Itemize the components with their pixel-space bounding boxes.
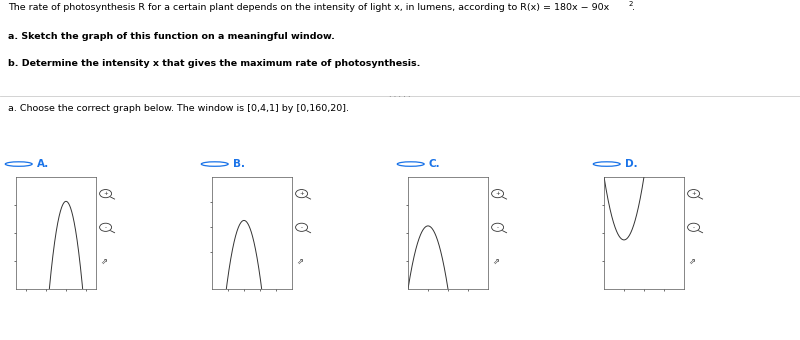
Text: -: - bbox=[301, 225, 302, 230]
Text: b. Determine the intensity x that gives the maximum rate of photosynthesis.: b. Determine the intensity x that gives … bbox=[8, 59, 420, 68]
Text: The rate of photosynthesis R for a certain plant depends on the intensity of lig: The rate of photosynthesis R for a certa… bbox=[8, 3, 610, 12]
Text: B.: B. bbox=[233, 159, 245, 169]
Text: -: - bbox=[693, 225, 694, 230]
Text: a. Sketch the graph of this function on a meaningful window.: a. Sketch the graph of this function on … bbox=[8, 32, 335, 41]
Text: -: - bbox=[105, 225, 106, 230]
Text: ⇗: ⇗ bbox=[100, 256, 107, 266]
Text: +: + bbox=[495, 191, 500, 196]
Text: ⇗: ⇗ bbox=[296, 256, 303, 266]
Text: -: - bbox=[497, 225, 498, 230]
Text: +: + bbox=[299, 191, 304, 196]
Text: ⇗: ⇗ bbox=[492, 256, 499, 266]
Text: ⇗: ⇗ bbox=[688, 256, 695, 266]
Text: +: + bbox=[103, 191, 108, 196]
Text: D.: D. bbox=[625, 159, 638, 169]
Text: · · · · ·: · · · · · bbox=[390, 93, 410, 102]
Text: A.: A. bbox=[37, 159, 49, 169]
Text: .: . bbox=[632, 3, 635, 12]
Text: 2: 2 bbox=[629, 1, 634, 6]
Text: +: + bbox=[691, 191, 696, 196]
Text: a. Choose the correct graph below. The window is [0,4,1] by [0,160,20].: a. Choose the correct graph below. The w… bbox=[8, 104, 349, 113]
Text: C.: C. bbox=[429, 159, 440, 169]
